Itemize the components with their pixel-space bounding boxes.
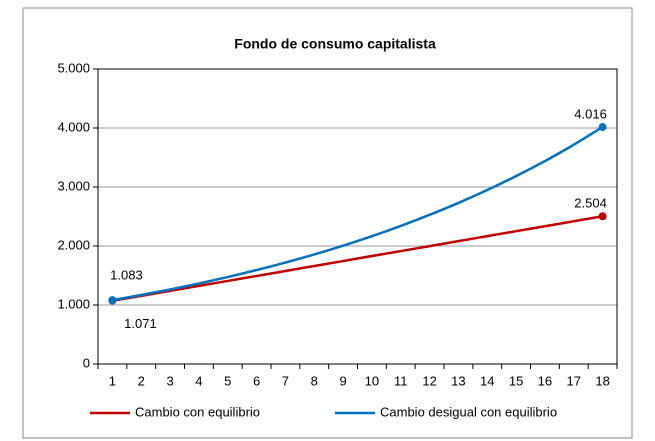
point-marker [108, 296, 117, 305]
x-tick-label: 8 [311, 373, 318, 388]
y-tick-label: 3.000 [57, 178, 90, 193]
x-tick-label: 9 [339, 373, 346, 388]
y-tick-label: 1.000 [57, 296, 90, 311]
x-tick-label: 15 [509, 373, 523, 388]
data-label: 1.071 [124, 316, 157, 331]
data-label: 2.504 [574, 196, 607, 211]
point-marker [598, 212, 607, 221]
x-tick-label: 6 [253, 373, 260, 388]
x-tick-label: 3 [166, 373, 173, 388]
chart-title: Fondo de consumo capitalista [234, 36, 436, 52]
x-tick-label: 7 [282, 373, 289, 388]
y-tick-label: 5.000 [57, 60, 90, 75]
legend-label: Cambio desigual con equilibrio [380, 404, 557, 419]
x-tick-label: 13 [451, 373, 465, 388]
x-tick-label: 5 [224, 373, 231, 388]
x-tick-label: 10 [365, 373, 379, 388]
series-line [112, 215, 603, 303]
x-tick-label: 2 [138, 373, 145, 388]
point-marker [598, 123, 607, 132]
y-tick-label: 4.000 [57, 119, 90, 134]
x-tick-label: 4 [195, 373, 202, 388]
x-tick-label: 11 [394, 373, 408, 388]
x-tick-label: 12 [422, 373, 436, 388]
x-tick-label: 18 [595, 373, 609, 388]
y-tick-label: 0 [83, 355, 90, 370]
y-tick-label: 2.000 [57, 237, 90, 252]
x-tick-label: 1 [109, 373, 116, 388]
series-line [112, 125, 604, 302]
x-tick-label: 17 [567, 373, 581, 388]
legend-label: Cambio con equilibrio [135, 404, 260, 419]
data-label: 1.083 [110, 268, 143, 283]
data-label: 4.016 [574, 106, 607, 121]
x-tick-label: 14 [480, 373, 494, 388]
x-tick-label: 16 [538, 373, 552, 388]
